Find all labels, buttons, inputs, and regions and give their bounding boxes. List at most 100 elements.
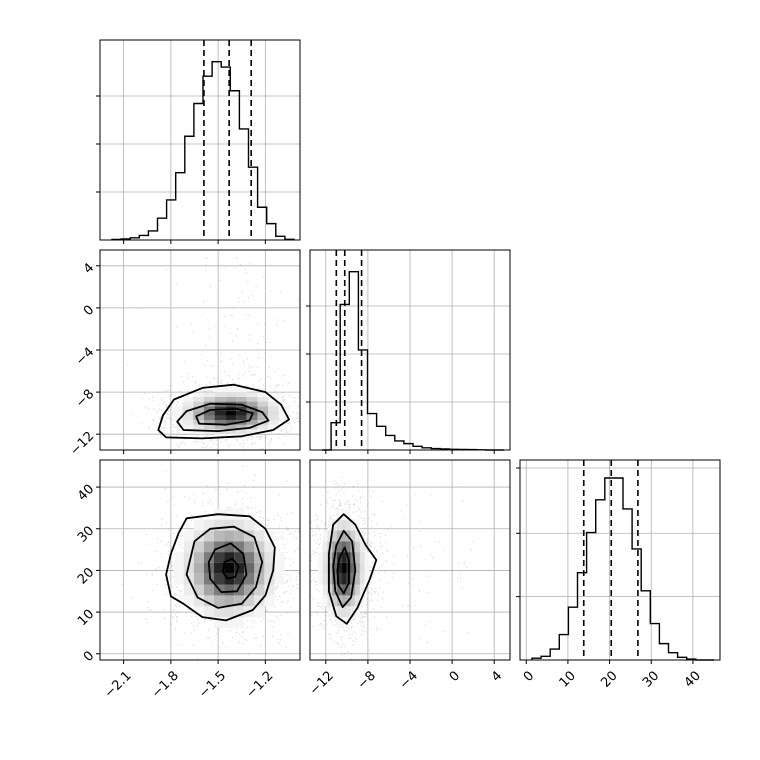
hist-panel-1 xyxy=(96,39,301,244)
density-cell xyxy=(341,530,346,542)
density-cell xyxy=(346,508,351,520)
density-cell xyxy=(183,541,194,553)
density-cell xyxy=(244,584,255,596)
density-cell xyxy=(193,396,204,402)
density-cell xyxy=(193,415,204,421)
density-cell xyxy=(318,573,323,585)
density-cell xyxy=(341,552,346,563)
density-cell xyxy=(257,392,269,397)
x-tick-label: 10 xyxy=(557,668,579,690)
x-tick-label: −2.1 xyxy=(102,668,135,701)
density-cell xyxy=(254,584,265,596)
density-cell xyxy=(203,420,215,425)
axes-frame xyxy=(519,459,721,661)
density-cell xyxy=(322,541,328,553)
density-cell xyxy=(171,410,183,416)
density-cell xyxy=(182,406,194,411)
scatter-panel-3 xyxy=(309,459,511,664)
density-cell xyxy=(214,617,225,628)
density-cell xyxy=(236,410,247,416)
density-cell xyxy=(183,530,194,542)
density-cell xyxy=(359,573,365,585)
density-cell xyxy=(183,584,194,596)
density-cell xyxy=(268,415,279,421)
density-cell xyxy=(350,519,356,531)
density-cell xyxy=(254,541,265,553)
density-cell xyxy=(244,552,255,563)
density-cell xyxy=(278,410,290,416)
density-cell xyxy=(214,387,226,393)
y-tick-label: 0 xyxy=(81,648,97,664)
density-cell xyxy=(193,584,204,596)
density-cell xyxy=(336,573,342,585)
density-cell xyxy=(182,396,194,402)
y-tick-label: 30 xyxy=(75,523,97,545)
x-tick-label: −1.8 xyxy=(149,668,182,701)
y-tick-label: −4 xyxy=(73,345,97,369)
density-cell xyxy=(244,573,255,585)
density-cell xyxy=(322,530,328,542)
density-cell xyxy=(350,552,356,563)
density-cell xyxy=(264,552,275,563)
y-tick-label: 4 xyxy=(81,260,97,276)
density-cell xyxy=(193,562,204,574)
density-cell xyxy=(257,401,269,407)
density-cell xyxy=(182,401,194,407)
density-cell xyxy=(254,562,265,574)
density-cell xyxy=(341,519,346,531)
density-cell xyxy=(203,584,215,596)
y-tick-label: 20 xyxy=(75,565,97,587)
density-cell xyxy=(236,429,247,434)
density-cell xyxy=(214,434,226,439)
density-cell xyxy=(214,519,225,531)
density-cell xyxy=(336,617,342,628)
y-tick-label: −8 xyxy=(73,387,97,411)
density-cell xyxy=(264,541,275,553)
density-cell xyxy=(234,530,245,542)
density-cell xyxy=(224,595,235,607)
density-cell xyxy=(336,519,342,531)
density-cell xyxy=(274,552,285,563)
density-cell xyxy=(336,508,342,520)
density-cell xyxy=(336,541,342,553)
density-cell xyxy=(236,392,247,397)
density-cell xyxy=(203,424,215,430)
density-cell xyxy=(214,396,226,402)
density-cell xyxy=(203,573,215,585)
density-cell xyxy=(332,562,337,574)
x-tick-label: −4 xyxy=(397,668,421,692)
density-cell xyxy=(346,541,351,553)
density-cell xyxy=(214,406,226,411)
density-cell xyxy=(193,573,204,585)
density-cell xyxy=(193,541,204,553)
density-cell xyxy=(257,415,269,421)
contour-level-1 xyxy=(157,383,290,440)
density-cell xyxy=(359,541,365,553)
density-cell xyxy=(327,530,333,542)
density-cell xyxy=(203,606,215,618)
density-cell xyxy=(236,415,247,421)
density-cell xyxy=(225,410,237,416)
density-cell xyxy=(234,508,245,520)
density-cell xyxy=(234,552,245,563)
density-cell xyxy=(214,415,226,421)
density-cell xyxy=(193,606,204,618)
density-cell xyxy=(327,519,333,531)
density-cell xyxy=(364,552,370,563)
density-cell xyxy=(193,392,204,397)
density-cell xyxy=(234,606,245,618)
density-cell xyxy=(173,552,184,563)
density-cell xyxy=(244,562,255,574)
x-tick-label: −8 xyxy=(355,668,379,692)
x-tick-label: −1.5 xyxy=(196,668,229,701)
density-cell xyxy=(193,595,204,607)
contour-level-1 xyxy=(165,513,276,622)
x-tick-label: 30 xyxy=(640,668,662,690)
density-cell xyxy=(236,406,247,411)
density-cell xyxy=(268,406,279,411)
density-cell xyxy=(246,392,258,397)
density-cell xyxy=(264,562,275,574)
density-cell xyxy=(268,401,279,407)
density-cell xyxy=(236,396,247,402)
